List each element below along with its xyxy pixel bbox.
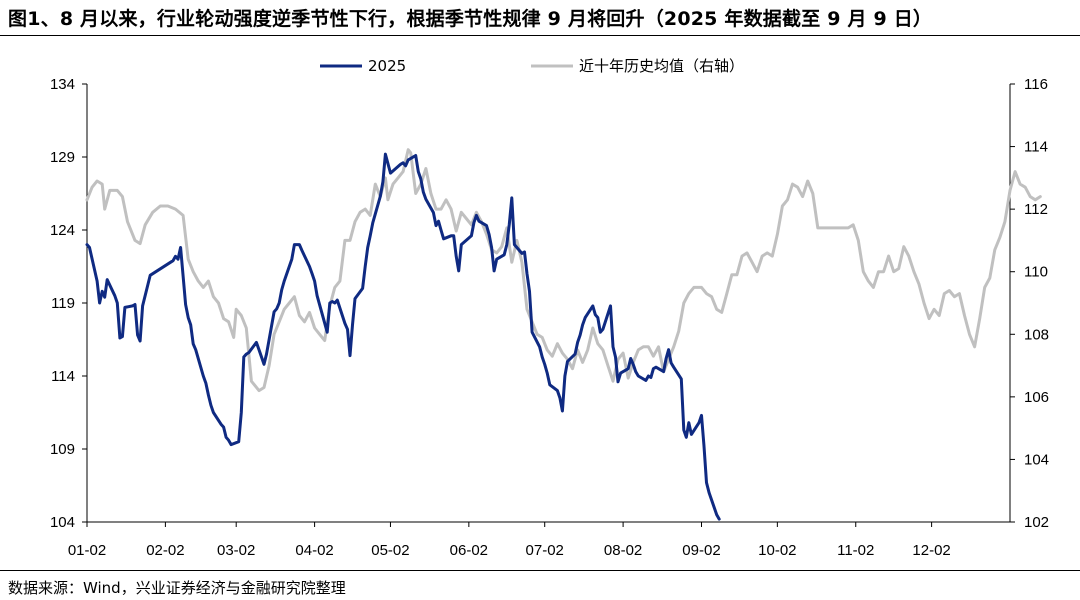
left-y-tick-label: 124 [50, 222, 75, 239]
x-tick-label: 06-02 [450, 542, 488, 559]
x-tick-label: 10-02 [758, 542, 796, 559]
right-y-tick-label: 106 [1024, 389, 1049, 406]
x-tick-label: 05-02 [371, 542, 409, 559]
x-tick-label: 02-02 [146, 542, 184, 559]
right-y-tick-label: 102 [1024, 514, 1049, 531]
right-y-tick-label: 108 [1024, 326, 1049, 343]
right-y-tick-label: 104 [1024, 451, 1049, 468]
title-rule [0, 35, 1080, 36]
right-y-tick-label: 116 [1024, 76, 1048, 93]
footer-rule [0, 570, 1080, 571]
left-y-tick-label: 134 [50, 76, 75, 93]
axes: 104 109 114 119 124 129 134 102 104 106 108 110 112 1… [50, 76, 1049, 559]
x-tick-label: 07-02 [526, 542, 564, 559]
series-line-ten-year-average [85, 148, 1042, 393]
left-y-tick-label: 129 [50, 149, 75, 166]
x-tick-label: 11-02 [837, 542, 874, 559]
series-lines [85, 148, 1042, 521]
chart: 104 109 114 119 124 129 134 102 104 106 108 110 112 1… [50, 57, 1049, 559]
left-y-tick-label: 119 [51, 295, 75, 312]
source-note: 数据来源：Wind，兴业证券经济与金融研究院整理 [8, 579, 346, 597]
x-tick-label: 09-02 [682, 542, 720, 559]
x-tick-label: 01-02 [68, 542, 106, 559]
left-y-tick-label: 114 [51, 368, 75, 385]
right-y-tick-label: 110 [1024, 264, 1048, 281]
left-y-tick-label: 104 [50, 514, 75, 531]
legend: 2025 近十年历史均值（右轴） [320, 57, 744, 75]
x-tick-label: 03-02 [217, 542, 255, 559]
x-tick-label: 04-02 [295, 542, 333, 559]
x-tick-label: 08-02 [604, 542, 642, 559]
legend-item-2025-label: 2025 [368, 57, 406, 75]
figure-title: 图1、8 月以来，行业轮动强度逆季节性下行，根据季节性规律 9 月将回升（202… [8, 8, 933, 30]
right-y-tick-label: 114 [1024, 139, 1048, 156]
left-y-tick-label: 109 [50, 441, 75, 458]
x-tick-label: 12-02 [912, 542, 950, 559]
right-y-tick-label: 112 [1024, 201, 1048, 218]
series-line-2025 [85, 152, 721, 521]
legend-item-ten-year-average-label: 近十年历史均值（右轴） [579, 57, 744, 75]
